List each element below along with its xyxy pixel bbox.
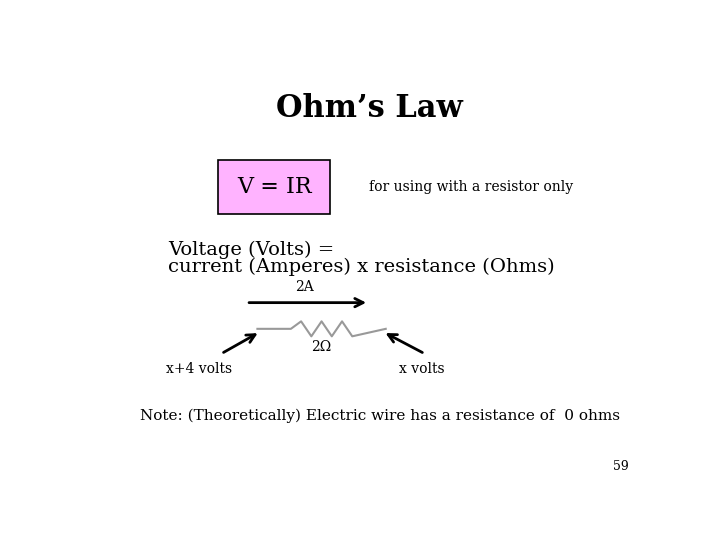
Text: Note: (Theoretically) Electric wire has a resistance of  0 ohms: Note: (Theoretically) Electric wire has …	[140, 409, 620, 423]
Text: 2Ω: 2Ω	[312, 340, 332, 354]
Text: current (Amperes) x resistance (Ohms): current (Amperes) x resistance (Ohms)	[168, 258, 554, 275]
FancyBboxPatch shape	[218, 160, 330, 214]
Text: for using with a resistor only: for using with a resistor only	[369, 180, 573, 194]
Text: Ohm’s Law: Ohm’s Law	[276, 93, 462, 124]
Text: 59: 59	[613, 460, 629, 473]
Text: x volts: x volts	[399, 362, 445, 376]
Text: V = IR: V = IR	[237, 177, 312, 199]
Text: x+4 volts: x+4 volts	[166, 362, 232, 376]
Text: Voltage (Volts) =: Voltage (Volts) =	[168, 241, 334, 259]
Text: 2A: 2A	[295, 280, 314, 294]
